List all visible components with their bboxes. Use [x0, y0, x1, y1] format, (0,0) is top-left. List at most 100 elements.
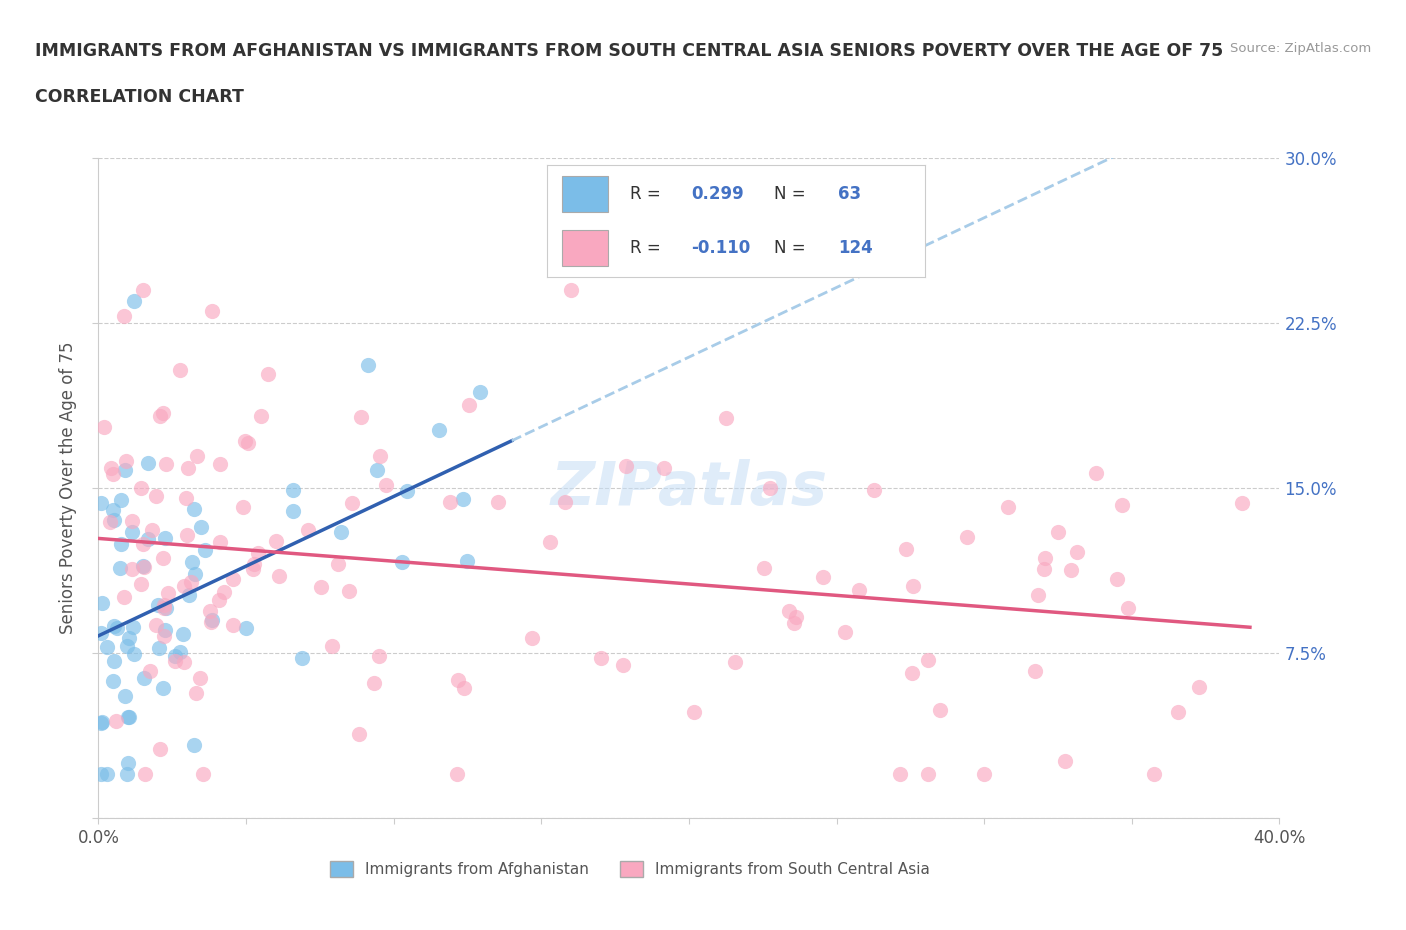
Immigrants from South Central Asia — [152, 405, 174, 420]
Immigrants from Afghanistan — [103, 618, 125, 633]
Y-axis label: Seniors Poverty Over the Age of 75: Seniors Poverty Over the Age of 75 — [59, 342, 77, 634]
Immigrants from South Central Asia — [155, 457, 177, 472]
Immigrants from South Central Asia — [1033, 562, 1056, 577]
Immigrants from Afghanistan — [152, 681, 174, 696]
Immigrants from Afghanistan — [118, 631, 141, 645]
Immigrants from South Central Asia — [1143, 767, 1166, 782]
Text: ZIPatlas: ZIPatlas — [550, 458, 828, 518]
Immigrants from Afghanistan — [103, 654, 125, 669]
Immigrants from Afghanistan — [90, 767, 112, 782]
Immigrants from South Central Asia — [264, 534, 287, 549]
Immigrants from South Central Asia — [752, 561, 775, 576]
Immigrants from South Central Asia — [591, 650, 613, 665]
Immigrants from South Central Asia — [112, 309, 135, 324]
Immigrants from Afghanistan — [148, 641, 170, 656]
Immigrants from South Central Asia — [222, 618, 245, 632]
Immigrants from Afghanistan — [329, 525, 352, 539]
Immigrants from Afghanistan — [101, 502, 124, 517]
Immigrants from Afghanistan — [91, 595, 114, 610]
Immigrants from Afghanistan — [391, 554, 413, 569]
Immigrants from South Central Asia — [901, 666, 924, 681]
Immigrants from Afghanistan — [134, 671, 156, 685]
Immigrants from South Central Asia — [149, 741, 172, 756]
Immigrants from South Central Asia — [132, 537, 155, 551]
Immigrants from South Central Asia — [152, 601, 174, 616]
Immigrants from Afghanistan — [118, 710, 141, 724]
Immigrants from Afghanistan — [235, 620, 257, 635]
Immigrants from South Central Asia — [1026, 588, 1049, 603]
Immigrants from South Central Asia — [174, 490, 197, 505]
Immigrants from South Central Asia — [1060, 563, 1083, 578]
Immigrants from South Central Asia — [250, 408, 273, 423]
Immigrants from Afghanistan — [132, 558, 155, 573]
Immigrants from Afghanistan — [172, 626, 194, 641]
Immigrants from South Central Asia — [173, 655, 195, 670]
Immigrants from Afghanistan — [366, 463, 388, 478]
Immigrants from South Central Asia — [191, 767, 214, 782]
Immigrants from Afghanistan — [90, 496, 112, 511]
Immigrants from South Central Asia — [208, 457, 231, 472]
Immigrants from Afghanistan — [153, 530, 176, 545]
Immigrants from South Central Asia — [956, 530, 979, 545]
Immigrants from South Central Asia — [785, 609, 807, 624]
Immigrants from Afghanistan — [110, 492, 132, 507]
Immigrants from South Central Asia — [267, 568, 290, 583]
Immigrants from South Central Asia — [520, 631, 543, 645]
Immigrants from South Central Asia — [141, 523, 163, 538]
Immigrants from South Central Asia — [238, 436, 260, 451]
Immigrants from South Central Asia — [1111, 498, 1133, 512]
Immigrants from South Central Asia — [180, 575, 202, 590]
Immigrants from South Central Asia — [201, 303, 224, 318]
Immigrants from South Central Asia — [1188, 679, 1211, 694]
Immigrants from South Central Asia — [173, 578, 195, 593]
Immigrants from Afghanistan — [114, 688, 136, 703]
Immigrants from South Central Asia — [101, 466, 124, 481]
Immigrants from South Central Asia — [1066, 544, 1088, 559]
Immigrants from Afghanistan — [148, 598, 170, 613]
Immigrants from South Central Asia — [104, 714, 127, 729]
Immigrants from South Central Asia — [328, 557, 350, 572]
Immigrants from South Central Asia — [139, 664, 162, 679]
Immigrants from Afghanistan — [122, 647, 145, 662]
Immigrants from South Central Asia — [337, 583, 360, 598]
Immigrants from South Central Asia — [100, 460, 122, 475]
Immigrants from Afghanistan — [357, 358, 380, 373]
Immigrants from Afghanistan — [105, 621, 128, 636]
Immigrants from Afghanistan — [110, 561, 132, 576]
Immigrants from Afghanistan — [90, 714, 112, 729]
Immigrants from South Central Asia — [134, 560, 156, 575]
Immigrants from Afghanistan — [181, 555, 204, 570]
Immigrants from South Central Asia — [222, 571, 245, 586]
Immigrants from South Central Asia — [903, 578, 925, 593]
Immigrants from South Central Asia — [145, 488, 167, 503]
Immigrants from South Central Asia — [997, 499, 1019, 514]
Immigrants from South Central Asia — [783, 616, 806, 631]
Immigrants from South Central Asia — [1116, 601, 1139, 616]
Immigrants from Afghanistan — [468, 384, 491, 399]
Immigrants from South Central Asia — [157, 586, 180, 601]
Legend: Immigrants from Afghanistan, Immigrants from South Central Asia: Immigrants from Afghanistan, Immigrants … — [323, 856, 936, 884]
Immigrants from South Central Asia — [177, 460, 200, 475]
Immigrants from South Central Asia — [1053, 753, 1076, 768]
Immigrants from South Central Asia — [152, 629, 174, 644]
Immigrants from South Central Asia — [1085, 465, 1108, 480]
Immigrants from South Central Asia — [560, 283, 582, 298]
Immigrants from South Central Asia — [93, 419, 115, 434]
Immigrants from South Central Asia — [321, 639, 343, 654]
Immigrants from Afghanistan — [169, 645, 191, 660]
Immigrants from South Central Asia — [176, 527, 198, 542]
Immigrants from Afghanistan — [163, 648, 186, 663]
Immigrants from South Central Asia — [889, 767, 911, 782]
Immigrants from Afghanistan — [117, 756, 139, 771]
Immigrants from South Central Asia — [1230, 496, 1253, 511]
Immigrants from Afghanistan — [194, 542, 217, 557]
Immigrants from South Central Asia — [169, 363, 191, 378]
Immigrants from South Central Asia — [848, 582, 870, 597]
Immigrants from South Central Asia — [929, 702, 952, 717]
Immigrants from South Central Asia — [554, 495, 576, 510]
Immigrants from South Central Asia — [778, 604, 800, 618]
Immigrants from South Central Asia — [1035, 551, 1057, 565]
Immigrants from South Central Asia — [246, 546, 269, 561]
Immigrants from South Central Asia — [188, 671, 211, 685]
Immigrants from South Central Asia — [129, 577, 152, 591]
